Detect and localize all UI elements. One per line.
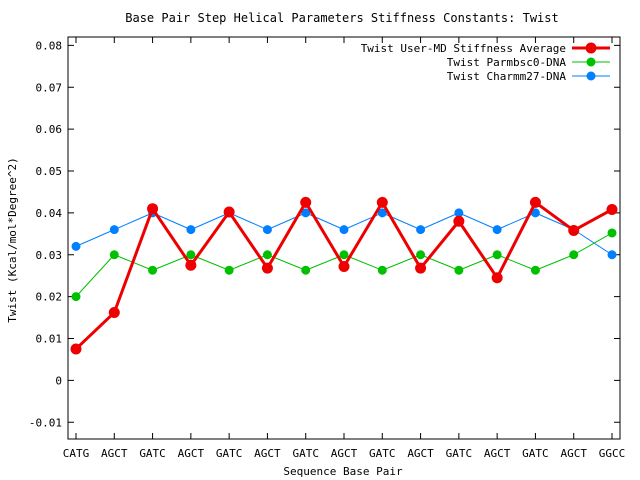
chart-title: Base Pair Step Helical Parameters Stiffn… xyxy=(125,11,558,25)
x-axis-label: Sequence Base Pair xyxy=(283,465,403,478)
x-tick-label: CATG xyxy=(63,447,90,460)
y-axis-ticks: -0.01 0 0.01 0.02 0.03 0.04 0.05 0.06 0.07 0.08 xyxy=(29,39,620,429)
legend-label: Twist Parmbsc0-DNA xyxy=(447,56,567,69)
plot-frame xyxy=(67,36,621,440)
data-point xyxy=(377,208,387,218)
y-tick-label: 0.01 xyxy=(36,333,63,346)
data-point xyxy=(454,265,464,275)
x-tick-label: GATC xyxy=(369,447,396,460)
legend-marker xyxy=(585,42,597,54)
data-point xyxy=(453,215,465,227)
x-tick-label: GATC xyxy=(216,447,243,460)
legend-label: Twist User-MD Stiffness Average xyxy=(361,42,566,55)
x-tick-label: AGCT xyxy=(560,447,587,460)
data-point xyxy=(492,225,502,235)
legend-marker xyxy=(586,71,596,81)
data-point xyxy=(71,241,81,251)
data-point xyxy=(339,250,349,260)
y-tick-label: 0.05 xyxy=(36,165,63,178)
data-point xyxy=(606,204,618,216)
legend-marker xyxy=(586,57,596,67)
x-tick-label: AGCT xyxy=(178,447,205,460)
data-point xyxy=(109,250,119,260)
data-point xyxy=(530,265,540,275)
x-tick-label: GATC xyxy=(446,447,473,460)
series-layer xyxy=(70,196,618,355)
y-tick-label: 0.07 xyxy=(36,81,63,94)
data-point xyxy=(109,225,119,235)
data-point xyxy=(71,292,81,302)
data-point xyxy=(339,225,349,235)
data-point xyxy=(569,250,579,260)
x-tick-label: AGCT xyxy=(254,447,281,460)
data-point xyxy=(376,196,388,208)
data-point xyxy=(607,250,617,260)
data-point xyxy=(301,265,311,275)
data-point xyxy=(261,262,273,274)
data-point xyxy=(529,196,541,208)
data-point xyxy=(186,225,196,235)
data-point xyxy=(185,259,197,271)
data-point xyxy=(300,196,312,208)
y-tick-label: 0 xyxy=(55,374,62,387)
data-point xyxy=(491,272,503,284)
data-point xyxy=(454,208,464,218)
data-point xyxy=(530,208,540,218)
data-point xyxy=(262,250,272,260)
y-tick-label: 0.06 xyxy=(36,123,63,136)
data-point xyxy=(416,250,426,260)
data-point xyxy=(301,208,311,218)
series-line xyxy=(74,200,613,351)
data-point xyxy=(568,224,580,236)
x-tick-label: GATC xyxy=(522,447,549,460)
data-point xyxy=(262,225,272,235)
x-tick-label: GATC xyxy=(292,447,319,460)
data-point xyxy=(108,307,120,319)
data-point xyxy=(147,203,159,215)
y-tick-label: -0.01 xyxy=(29,416,62,429)
y-tick-label: 0.02 xyxy=(36,291,63,304)
data-point xyxy=(338,260,350,272)
y-tick-label: 0.04 xyxy=(36,207,63,220)
x-tick-label: GGCC xyxy=(599,447,626,460)
series-1 xyxy=(70,196,618,355)
data-point xyxy=(224,265,234,275)
data-point xyxy=(148,265,158,275)
x-tick-label: AGCT xyxy=(484,447,511,460)
y-axis-label: Twist (Kcal/mol*Degree^2) xyxy=(6,157,19,323)
y-tick-label: 0.08 xyxy=(36,39,63,52)
data-point xyxy=(492,250,502,260)
data-point xyxy=(377,265,387,275)
data-point xyxy=(186,250,196,260)
data-point xyxy=(607,228,617,238)
x-tick-label: AGCT xyxy=(101,447,128,460)
x-tick-label: GATC xyxy=(139,447,166,460)
data-point xyxy=(415,262,427,274)
data-point xyxy=(70,343,82,355)
y-tick-label: 0.03 xyxy=(36,249,63,262)
x-tick-label: AGCT xyxy=(407,447,434,460)
series-2 xyxy=(71,228,617,302)
x-axis-ticks: CATG AGCT GATC AGCT GATC AGCT GATC AGCT GATC AGCT… xyxy=(63,37,626,460)
x-tick-label: AGCT xyxy=(331,447,358,460)
legend-label: Twist Charmm27-DNA xyxy=(447,70,567,83)
data-point xyxy=(223,206,235,218)
data-point xyxy=(416,225,426,235)
